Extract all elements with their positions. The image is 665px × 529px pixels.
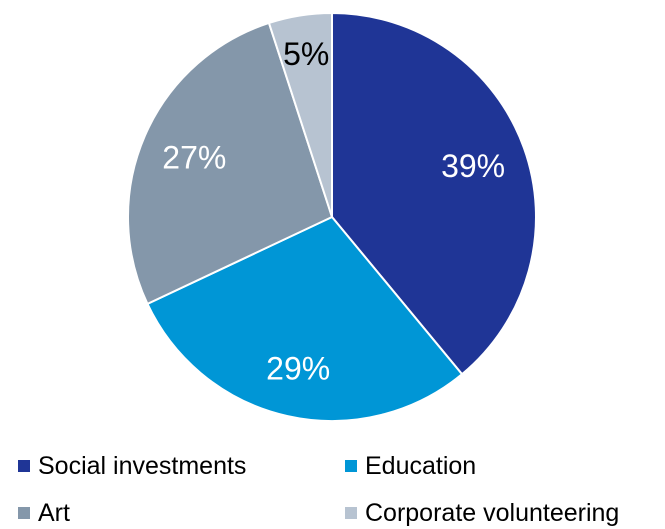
pie-slice-corporate-volunteering [267, 11, 333, 218]
legend-item-social-investments: Social investments [18, 452, 246, 480]
slice-labels: 39% 29% 27% 5% [162, 36, 505, 386]
legend-swatch-social-investments [18, 460, 30, 472]
data-label-social-investments: 39% [441, 148, 505, 184]
legend-swatch-education [345, 460, 357, 472]
legend-label-art: Art [38, 499, 70, 527]
data-label-corporate-volunteering: 5% [283, 36, 329, 72]
legend-swatch-corporate-volunteering [345, 507, 357, 519]
pie-slices [127, 11, 537, 422]
legend-label-corporate-volunteering: Corporate volunteering [365, 499, 619, 527]
legend-item-corporate-volunteering: Corporate volunteering [345, 499, 619, 527]
legend-item-art: Art [18, 499, 70, 527]
pie-slice-art [127, 21, 334, 306]
legend: Social investments Education Art Corporate … [18, 452, 619, 527]
pie-slice-social-investments [331, 11, 537, 376]
legend-label-education: Education [365, 452, 476, 480]
pie-slice-education [146, 215, 464, 422]
legend-item-education: Education [345, 452, 476, 480]
legend-label-social-investments: Social investments [38, 452, 246, 480]
data-label-education: 29% [266, 350, 330, 386]
data-label-art: 27% [162, 139, 226, 175]
legend-swatch-art [18, 507, 30, 519]
